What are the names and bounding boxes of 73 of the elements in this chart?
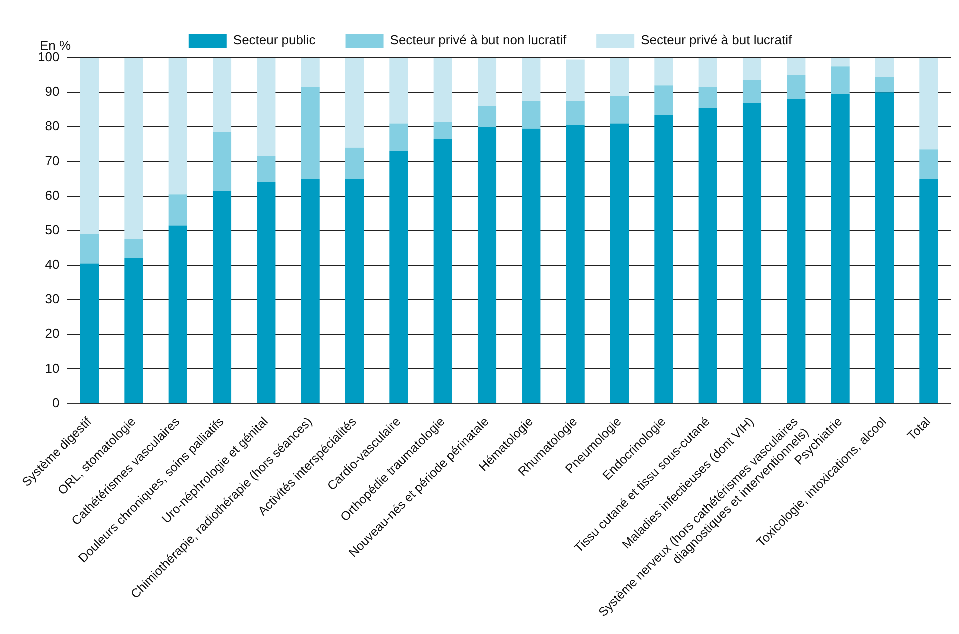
y-tick-label: 30 [45, 292, 60, 307]
y-tick-label: 10 [45, 360, 60, 376]
bar [875, 77, 894, 93]
bar [875, 58, 894, 78]
bar [698, 58, 718, 88]
bar [124, 258, 144, 404]
y-tick-label: 90 [45, 84, 60, 100]
bar [610, 96, 630, 124]
bar [654, 86, 674, 116]
bar [434, 139, 452, 404]
legend-label: Secteur privé à but lucratif [641, 32, 792, 48]
bar [478, 58, 497, 106]
legend-label: Secteur public [233, 32, 316, 48]
bar [787, 99, 806, 404]
legend-label: Secteur privé à but non lucratif [390, 32, 567, 48]
bar [80, 234, 100, 264]
bar [345, 148, 364, 180]
bar [168, 194, 188, 226]
bar [124, 240, 144, 259]
bar [212, 191, 232, 404]
bar [920, 179, 938, 404]
y-tick-label: 0 [52, 395, 60, 410]
bar [124, 58, 144, 240]
y-tick-label: 80 [45, 118, 60, 134]
bar [390, 124, 408, 152]
y-tick-label: 20 [45, 326, 60, 342]
bar [654, 58, 674, 86]
bar [831, 94, 850, 404]
bar [920, 58, 938, 150]
bar [80, 264, 100, 404]
bar [566, 125, 585, 404]
bar [831, 58, 850, 67]
bar [212, 132, 232, 192]
bar [566, 60, 585, 102]
bar [566, 101, 585, 126]
bar [787, 58, 806, 76]
bar [257, 182, 276, 404]
bar [698, 108, 718, 404]
bar [522, 101, 541, 129]
bar [478, 127, 497, 404]
bar [257, 58, 276, 157]
bar [698, 87, 718, 108]
bar [742, 80, 762, 103]
bar [522, 58, 541, 102]
y-tick-label: 40 [45, 257, 60, 272]
bar [80, 58, 100, 234]
bar [875, 92, 894, 404]
y-tick-label: 50 [45, 222, 60, 238]
bar [610, 58, 630, 96]
bar [522, 128, 541, 404]
bar [345, 58, 364, 148]
bar [212, 58, 232, 132]
bar [390, 58, 408, 124]
bar [301, 58, 320, 88]
bar [168, 58, 188, 195]
bar [787, 75, 806, 100]
bar [257, 156, 276, 182]
bar [301, 87, 320, 180]
bar [434, 122, 452, 140]
y-tick-label: 70 [45, 153, 60, 168]
bar [831, 66, 850, 94]
bar [920, 150, 938, 180]
bar [390, 151, 408, 404]
bar [742, 58, 762, 80]
bar [168, 226, 188, 404]
bar [301, 179, 320, 404]
bar [434, 58, 452, 122]
bar [654, 115, 674, 404]
y-tick-label: 60 [45, 188, 60, 203]
bar [478, 106, 497, 128]
bar [610, 124, 630, 404]
bar [742, 102, 762, 404]
bar [345, 179, 364, 404]
